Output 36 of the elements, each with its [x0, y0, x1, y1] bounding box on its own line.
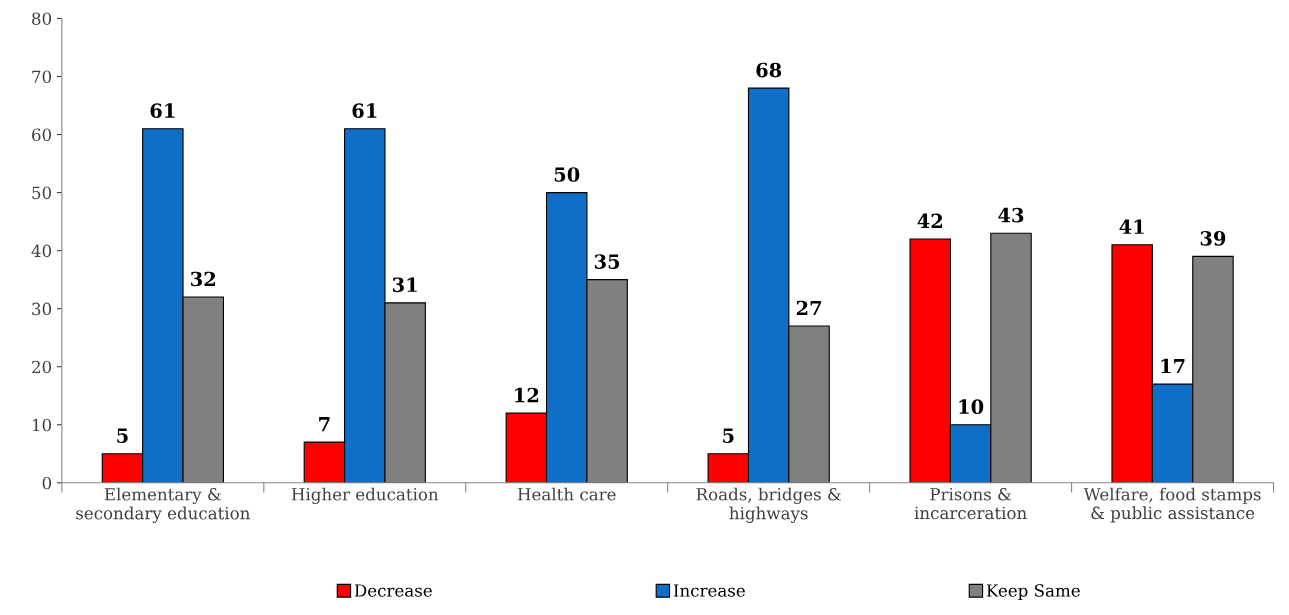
- y-tick-label: 70: [32, 70, 52, 84]
- data-label: 5: [723, 428, 734, 444]
- data-label: 41: [1119, 219, 1144, 234]
- data-label: 61: [150, 103, 175, 119]
- x-tick-label: Prisons & incarceration: [914, 487, 1027, 520]
- y-tick-label: 0: [42, 476, 52, 490]
- x-tick-label: Health care: [517, 487, 616, 501]
- data-label: 31: [393, 277, 417, 293]
- x-tick-label: Welfare, food stamps & public assistance: [1083, 487, 1261, 523]
- y-tick-label: 20: [32, 360, 52, 374]
- data-label: 32: [191, 271, 216, 287]
- x-tick-label: Elementary & secondary education: [76, 487, 250, 523]
- y-tick-label: 50: [32, 186, 52, 200]
- x-tick-label: Roads, bridges & highways: [696, 487, 841, 523]
- data-label: 61: [352, 103, 377, 119]
- legend-label: Keep Same: [986, 584, 1080, 600]
- y-tick-label: 40: [31, 244, 52, 258]
- y-tick-label: 80: [32, 12, 52, 26]
- data-label: 5: [117, 428, 128, 444]
- data-label: 7: [319, 416, 330, 432]
- data-label: 17: [1161, 358, 1185, 374]
- data-label: 68: [756, 62, 782, 78]
- y-tick-label: 60: [32, 128, 52, 142]
- legend-label: Increase: [673, 584, 745, 597]
- legend-label: Decrease: [354, 584, 432, 597]
- data-label: 50: [554, 167, 580, 182]
- data-label: 27: [796, 300, 821, 316]
- data-label: 43: [998, 207, 1024, 223]
- data-label: 42: [917, 213, 943, 229]
- data-label: 12: [515, 387, 539, 403]
- data-label: 35: [594, 254, 620, 269]
- y-tick-label: 10: [32, 418, 52, 432]
- y-tick-label: 30: [32, 302, 52, 316]
- data-label: 10: [959, 399, 984, 415]
- data-label: 39: [1200, 231, 1226, 246]
- x-tick-label: Higher education: [291, 487, 439, 504]
